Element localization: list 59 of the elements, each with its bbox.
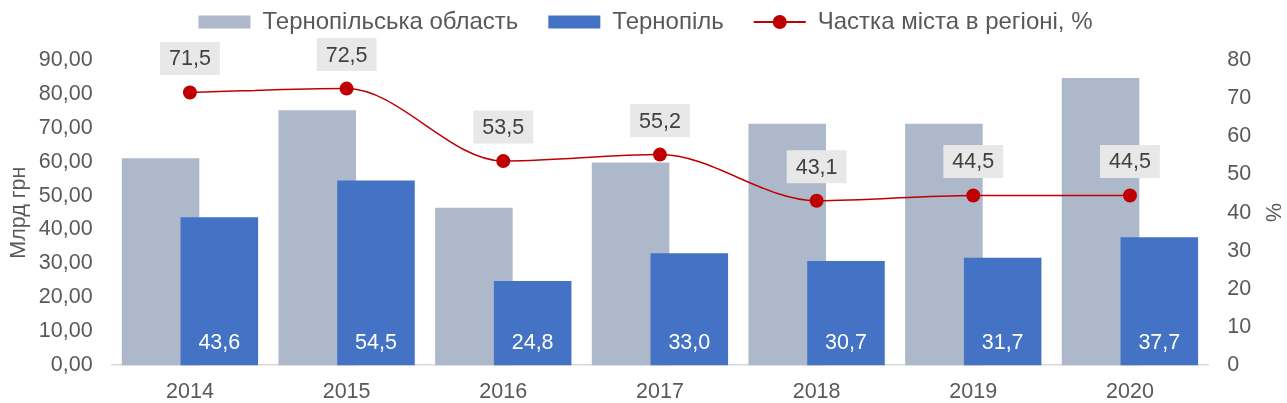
data-label: 71,5: [169, 46, 211, 71]
x-tick-label: 2019: [949, 379, 998, 403]
point: [809, 193, 824, 208]
bar: [963, 257, 1042, 366]
bar: [180, 217, 259, 366]
y-tick-label: 50,00: [38, 182, 93, 207]
legend-label: Частка міста в регіоні, %: [817, 6, 1093, 34]
data-label: 43,1: [795, 154, 838, 179]
y2-tick-label: 80: [1227, 46, 1252, 71]
point: [652, 147, 667, 162]
data-label: 44,5: [1109, 149, 1151, 174]
x-tick-label: 2018: [792, 379, 841, 403]
data-label: 55,2: [639, 108, 681, 133]
y2-tick-label: 40: [1227, 199, 1252, 224]
x-tick-label: 2016: [479, 379, 528, 403]
point: [496, 154, 511, 169]
data-label: 53,5: [482, 115, 525, 140]
y-tick-label: 60,00: [38, 148, 93, 173]
y-tick-label: 80,00: [38, 80, 93, 105]
y-tick-label: 20,00: [38, 284, 93, 309]
data-label: 24,8: [511, 330, 554, 355]
y2-tick-label: 30: [1227, 237, 1252, 262]
data-label: 54,5: [355, 330, 397, 355]
x-tick-label: 2017: [636, 379, 684, 403]
point: [182, 85, 197, 100]
data-label: 72,5: [325, 42, 368, 67]
y2-tick-label: 60: [1227, 123, 1252, 148]
bar: [650, 253, 729, 366]
legend-label: Тернопіль: [612, 6, 724, 34]
data-label: 30,7: [825, 330, 867, 355]
data-label: 43,6: [198, 330, 241, 355]
y-tick-label: 40,00: [38, 216, 93, 241]
y2-tick-label: 70: [1227, 85, 1252, 110]
point: [1122, 188, 1137, 203]
bar: [337, 180, 415, 366]
x-tick-label: 2014: [166, 379, 214, 403]
y-tick-label: 70,00: [38, 114, 93, 139]
bar: [1120, 237, 1199, 366]
y2-tick-label: 10: [1227, 313, 1252, 338]
x-tick-label: 2020: [1106, 379, 1154, 403]
point: [966, 188, 981, 203]
y2-tick-label: 50: [1227, 161, 1252, 186]
data-label: 44,5: [952, 149, 995, 174]
x-tick-label: 2015: [322, 379, 371, 403]
data-label: 31,7: [981, 330, 1024, 355]
bar: [493, 281, 572, 366]
bar: [807, 261, 885, 366]
y-tick-label: 30,00: [38, 250, 93, 275]
data-label: 37,7: [1138, 330, 1181, 355]
y-axis-title: Млрд грн: [5, 166, 30, 259]
y-tick-label: 90,00: [38, 46, 93, 71]
point: [339, 81, 354, 96]
y-tick-label: 10,00: [38, 318, 93, 343]
legend-label: Тернопільська область: [262, 6, 519, 34]
y2-tick-label: 0: [1227, 352, 1240, 377]
y2-tick-label: 20: [1227, 275, 1252, 300]
y-tick-label: 0,00: [50, 352, 93, 377]
y2-axis-title: %: [1261, 203, 1286, 223]
data-label: 33,0: [668, 330, 711, 355]
